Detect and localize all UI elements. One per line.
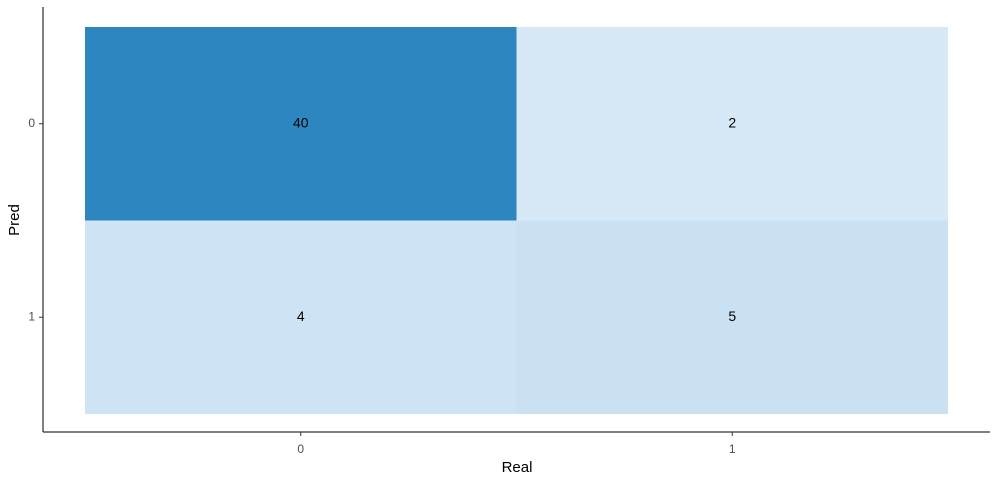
cell-label: 4 — [297, 308, 305, 324]
y-tick-label: 0 — [28, 116, 35, 130]
heatmap-cell — [516, 220, 948, 414]
cell-label: 2 — [728, 114, 736, 130]
heatmap-cell — [85, 27, 517, 221]
heatmap-cell — [516, 27, 948, 221]
y-tick-label: 1 — [28, 309, 35, 323]
heatmap-cell — [85, 220, 517, 414]
x-axis-title: Real — [502, 459, 533, 476]
cell-label: 5 — [728, 308, 736, 324]
x-tick-label: 1 — [729, 442, 736, 456]
cell-label: 40 — [293, 114, 309, 130]
x-tick-label: 0 — [297, 442, 304, 456]
y-axis-title: Pred — [6, 204, 23, 236]
